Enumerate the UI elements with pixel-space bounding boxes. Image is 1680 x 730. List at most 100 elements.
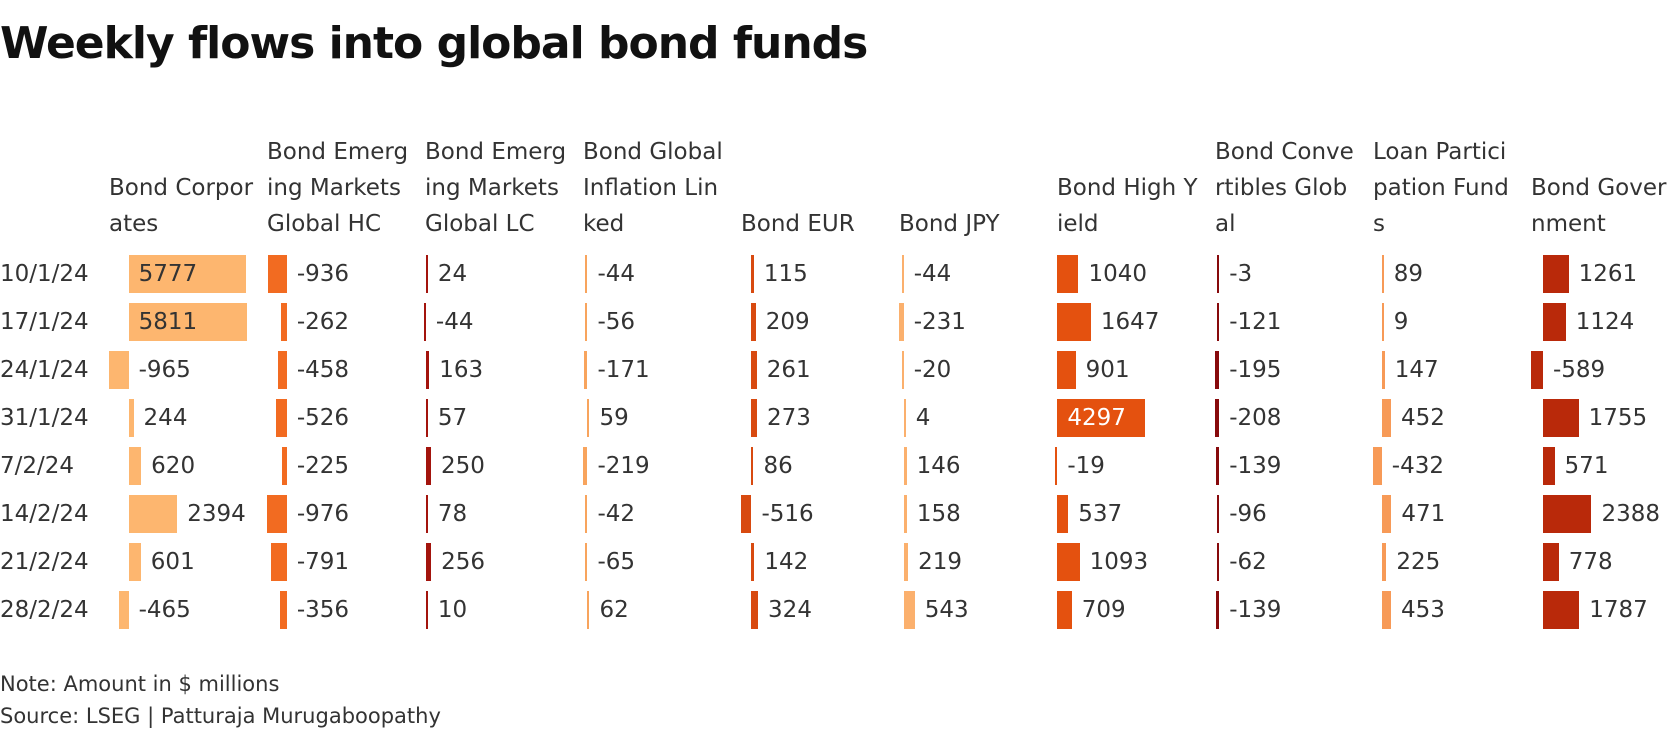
value-label: 1040	[1088, 261, 1148, 287]
value-label: -44	[597, 261, 636, 287]
value-label: 1261	[1578, 261, 1638, 287]
value-label: 709	[1081, 597, 1126, 623]
value-label: 1755	[1588, 405, 1648, 431]
bar	[587, 591, 590, 629]
value-label: 59	[599, 405, 629, 431]
value-label: -65	[597, 549, 636, 575]
bar	[1542, 255, 1569, 293]
bar	[425, 399, 428, 437]
column-header: Bond JPY	[899, 211, 1000, 237]
bar	[1542, 303, 1566, 341]
value-label: -139	[1229, 453, 1282, 479]
value-label: 2388	[1601, 501, 1660, 527]
bar	[1381, 399, 1391, 437]
value-label: 115	[763, 261, 808, 287]
bar	[1057, 591, 1072, 629]
value-label: -262	[296, 309, 350, 335]
bar	[128, 303, 247, 341]
bar	[1542, 543, 1559, 581]
value-label: 4297	[1067, 405, 1126, 431]
bar	[270, 543, 287, 581]
bar	[277, 351, 287, 389]
value-label: -121	[1229, 309, 1282, 335]
bar	[903, 543, 909, 581]
value-label: 1647	[1100, 309, 1160, 335]
bar	[1381, 351, 1385, 389]
bar	[425, 543, 432, 581]
bar	[282, 447, 287, 485]
value-label: 571	[1564, 453, 1609, 479]
value-label: 244	[143, 405, 188, 431]
bar	[1217, 255, 1220, 293]
bar	[1217, 495, 1220, 533]
bar	[1057, 255, 1079, 293]
value-label: -96	[1229, 501, 1267, 527]
value-label: -44	[913, 261, 952, 287]
value-label: 543	[924, 597, 969, 623]
value-label: 89	[1393, 261, 1424, 287]
bar	[1057, 351, 1076, 389]
column-header: Bond Emerging Markets Global LC	[425, 139, 567, 237]
bar	[128, 255, 246, 293]
value-label: 778	[1568, 549, 1613, 575]
value-label: 620	[151, 453, 196, 479]
value-label: -526	[296, 405, 350, 431]
value-label: -976	[296, 501, 350, 527]
bar	[585, 543, 588, 581]
value-label: -965	[138, 357, 191, 383]
bar	[585, 495, 588, 533]
value-label: 9	[1393, 309, 1409, 335]
value-label: 62	[599, 597, 629, 623]
value-label: -3	[1229, 261, 1253, 287]
value-label: -139	[1229, 597, 1282, 623]
row-date: 7/2/24	[0, 453, 75, 479]
value-label: -231	[913, 309, 966, 335]
bar	[1542, 591, 1580, 629]
bar	[279, 591, 287, 629]
row-date: 21/2/24	[0, 549, 89, 575]
value-label: -356	[296, 597, 350, 623]
bar	[423, 303, 426, 341]
value-label: 256	[441, 549, 485, 575]
title: Weekly flows into global bond funds	[0, 18, 868, 69]
bar	[899, 303, 904, 341]
value-label: 10	[437, 597, 468, 623]
value-label: -56	[597, 309, 636, 335]
bar	[425, 351, 430, 389]
bar	[751, 351, 757, 389]
value-label: 453	[1400, 597, 1445, 623]
bar	[1381, 591, 1391, 629]
bar	[583, 351, 588, 389]
value-label: 219	[918, 549, 963, 575]
bar	[1381, 543, 1387, 581]
value-label: 601	[150, 549, 195, 575]
bar	[128, 399, 134, 437]
bar	[425, 495, 428, 533]
bar	[585, 303, 588, 341]
value-label: 250	[440, 453, 485, 479]
value-label: 1093	[1089, 549, 1149, 575]
value-label: -42	[597, 501, 636, 527]
bar	[901, 255, 904, 293]
bar	[1057, 303, 1091, 341]
column-header: Loan Participation Funds	[1373, 139, 1509, 237]
bar	[741, 495, 752, 533]
value-label: 24	[437, 261, 468, 287]
value-label: -62	[1229, 549, 1267, 575]
bar	[1381, 255, 1384, 293]
bar	[267, 495, 287, 533]
value-label: 4	[915, 405, 931, 431]
bar	[1373, 447, 1382, 485]
note: Note: Amount in $ millions	[0, 672, 280, 696]
bar	[751, 255, 754, 293]
bar	[751, 543, 755, 581]
column-header: Bond EUR	[741, 211, 855, 237]
value-label: 324	[768, 597, 812, 623]
value-label: -589	[1552, 357, 1606, 383]
value-label: 5811	[138, 309, 198, 335]
value-label: 146	[916, 453, 961, 479]
value-label: 86	[763, 453, 793, 479]
row-date: 10/1/24	[0, 261, 89, 287]
column-header: Bond Government	[1531, 175, 1667, 237]
value-label: -20	[913, 357, 952, 383]
